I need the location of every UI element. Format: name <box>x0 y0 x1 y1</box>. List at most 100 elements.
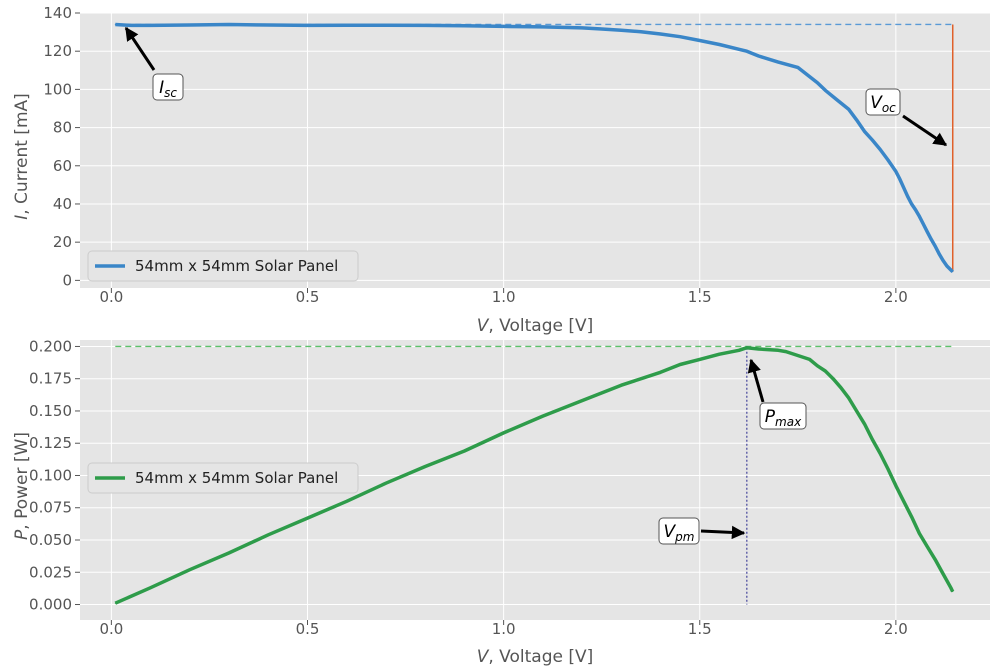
data-point <box>871 139 873 141</box>
y-tick-label: 0.125 <box>29 434 72 452</box>
data-point <box>738 48 740 50</box>
x-tick-label: 2.0 <box>884 288 908 306</box>
data-point <box>934 558 936 560</box>
data-point <box>915 209 916 211</box>
data-point <box>640 31 642 33</box>
data-point <box>907 195 909 197</box>
annotation-sub: sc <box>164 86 177 100</box>
legend-label: 54mm x 54mm Solar Panel <box>135 257 338 275</box>
data-point <box>938 253 940 255</box>
x-tick-label: 0.5 <box>296 288 320 306</box>
data-point <box>424 24 426 26</box>
data-point <box>809 358 811 360</box>
data-point <box>848 397 850 399</box>
y-tick-label: 0.025 <box>29 563 72 581</box>
data-point <box>946 265 948 267</box>
data-point <box>150 24 152 26</box>
data-point <box>777 61 779 63</box>
annotation-box <box>865 88 901 116</box>
data-point <box>903 500 905 502</box>
data-point <box>114 602 116 604</box>
legend: 54mm x 54mm Solar Panel <box>87 462 359 494</box>
y-tick-label: 60 <box>53 157 72 175</box>
data-point <box>952 271 954 273</box>
data-point <box>620 29 622 31</box>
annotation-voc: Voc <box>865 88 948 147</box>
annotation-label: Vpm <box>664 522 695 544</box>
data-point <box>942 573 944 574</box>
data-point <box>879 453 881 454</box>
y-tick-label: 0.150 <box>29 402 72 420</box>
annotation-main: I <box>159 78 164 98</box>
y-tick-label: 0.100 <box>29 466 72 484</box>
annotation-box <box>658 517 700 545</box>
data-point <box>934 245 936 247</box>
annotation-main: V <box>870 93 883 113</box>
legend: 54mm x 54mm Solar Panel <box>87 250 359 282</box>
data-point <box>267 24 269 26</box>
data-point <box>503 432 505 434</box>
data-point <box>887 159 889 161</box>
y-axis-label: I, Current [mA] <box>12 93 32 220</box>
data-point <box>903 187 905 189</box>
data-point <box>887 468 889 470</box>
data-point <box>864 130 865 132</box>
annotation-isc: Isc <box>124 26 184 101</box>
data-point <box>746 347 748 349</box>
data-point <box>895 485 897 487</box>
data-point <box>699 358 701 360</box>
data-point <box>785 351 787 353</box>
annotation-arrow <box>700 525 746 540</box>
annotation-vpm: Vpm <box>658 517 746 545</box>
annotation-main: P <box>765 407 776 427</box>
data-point <box>718 44 720 45</box>
data-point <box>346 24 348 26</box>
y-tick-label: 80 <box>53 119 72 137</box>
y-tick-label: 20 <box>53 233 72 251</box>
y-axis-label-var: I <box>12 215 32 220</box>
data-point <box>114 24 116 25</box>
y-axis-label-rest: , Current [mA] <box>12 93 32 215</box>
legend-label: 54mm x 54mm Solar Panel <box>135 469 338 487</box>
x-tick-label: 1.5 <box>688 620 712 638</box>
y-axis-label-rest: , Power [W] <box>12 432 32 530</box>
annotation-box <box>759 402 807 430</box>
annotation-arrow <box>124 26 156 71</box>
data-point <box>463 25 465 27</box>
x-tick-label: 0.0 <box>99 620 123 638</box>
y-tick-label: 0.175 <box>29 370 72 388</box>
data-point <box>816 82 818 84</box>
annotation-sub: pm <box>674 530 694 544</box>
data-point <box>130 24 132 26</box>
data-point <box>926 231 928 233</box>
data-point <box>679 36 681 38</box>
data-point <box>832 378 834 380</box>
legend-box <box>87 462 359 494</box>
data-point <box>189 569 191 571</box>
data-point <box>758 348 760 350</box>
x-tick-label: 2.0 <box>884 620 908 638</box>
data-point <box>424 466 426 467</box>
x-axis-label-var: V <box>477 647 490 667</box>
data-point <box>871 438 873 440</box>
data-point <box>930 238 932 240</box>
data-point <box>856 410 858 412</box>
annotation-label: Isc <box>159 78 177 100</box>
data-point <box>601 28 603 30</box>
y-tick-label: 140 <box>43 4 72 22</box>
data-point <box>385 24 387 26</box>
data-point <box>950 587 952 589</box>
annotation-main: V <box>664 522 677 542</box>
data-point <box>942 259 944 261</box>
y-tick-label: 40 <box>53 195 72 213</box>
y-tick-label: 100 <box>43 80 72 98</box>
x-tick-label: 1.5 <box>688 288 712 306</box>
data-point <box>620 384 622 386</box>
x-axis-label-rest: , Voltage [V] <box>488 647 593 667</box>
data-point <box>463 450 465 452</box>
x-axis-label: V, Voltage [V] <box>477 316 594 336</box>
y-tick-label: 0.000 <box>29 596 72 614</box>
data-point <box>864 423 865 425</box>
